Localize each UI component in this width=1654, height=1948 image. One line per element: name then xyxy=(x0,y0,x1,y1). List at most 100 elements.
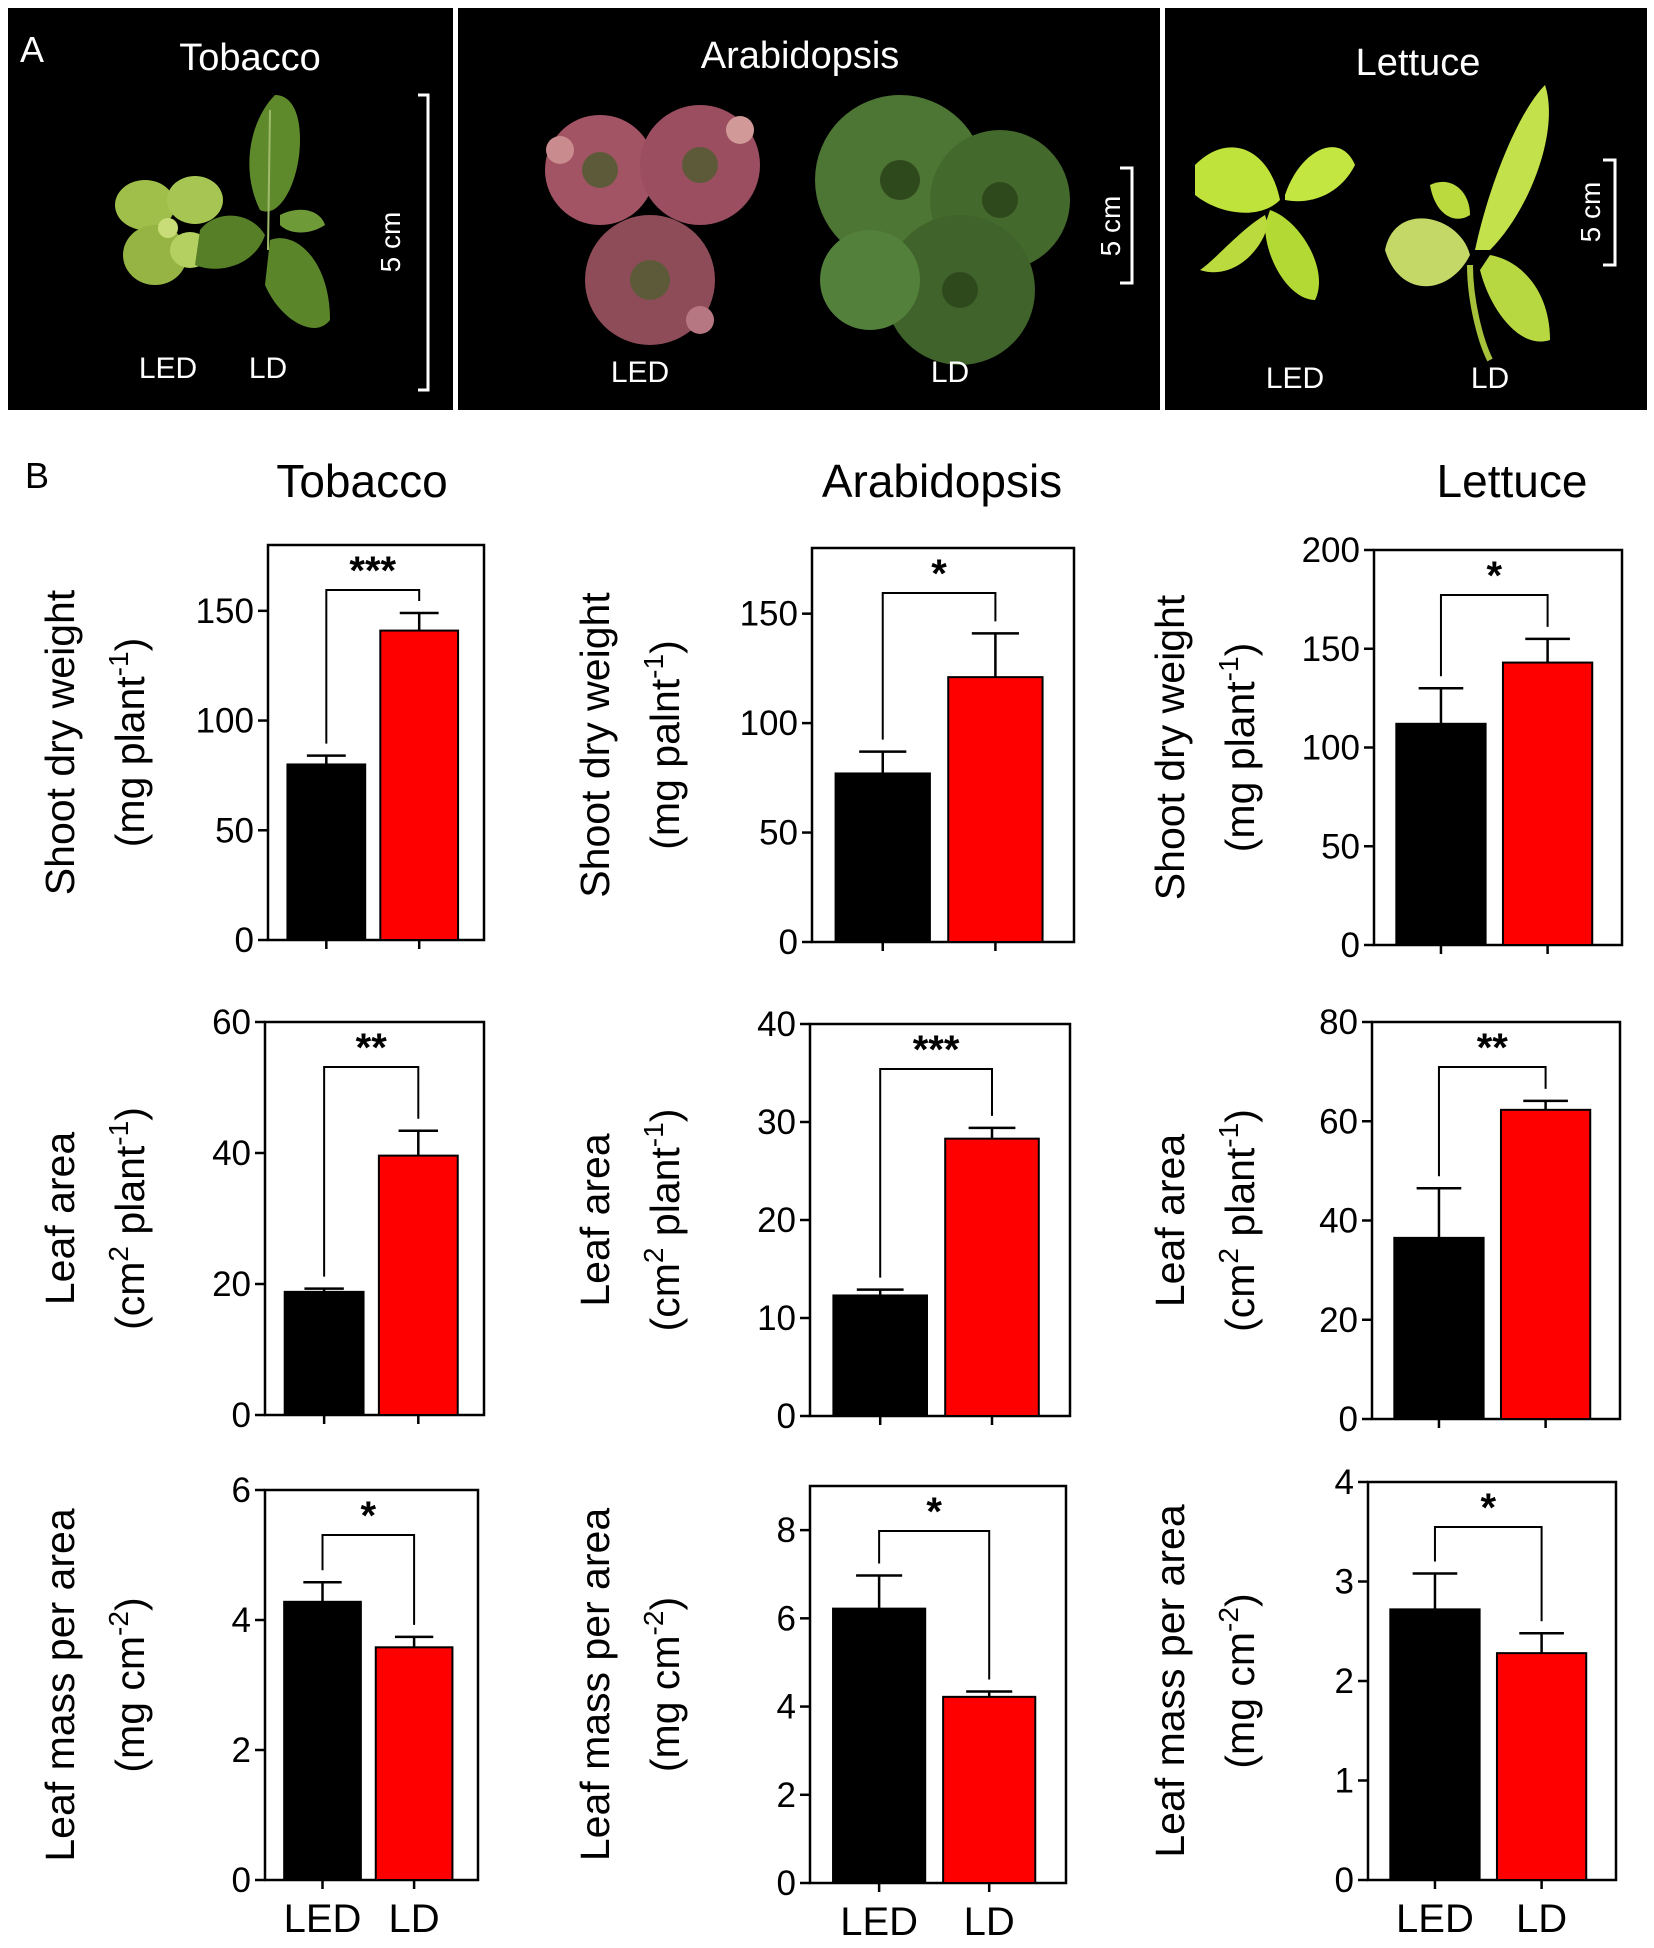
significance-bracket xyxy=(1437,1066,1547,1177)
y-tick-label: 6 xyxy=(777,1599,796,1638)
photo-title: Tobacco xyxy=(179,37,321,79)
x-category-label: LD xyxy=(389,1897,440,1941)
y-tick-label: 20 xyxy=(757,1201,796,1240)
bar-ld xyxy=(944,1137,1040,1418)
y-tick-label: 2 xyxy=(232,1731,251,1770)
x-category-label: LED xyxy=(1396,1897,1474,1941)
y-axis-label-line2: (mg cm-2) xyxy=(638,1597,688,1772)
lettuce-ld-plant xyxy=(1385,85,1550,362)
y-axis-label-line2: (mg plant-1) xyxy=(103,638,153,847)
column-title-tobacco: Tobacco xyxy=(276,455,447,507)
chart-arabidopsis-shoot-dry-weight: 0 50 100 150 * Shoot dry weight (mg palnt-1) xyxy=(572,546,1076,962)
photo-label-led: LED xyxy=(139,352,197,385)
significance-bracket xyxy=(1433,1526,1543,1622)
photo-label-led: LED xyxy=(611,356,669,389)
significance-bracket xyxy=(323,1066,420,1277)
y-axis-label-line2: (mg plant-1) xyxy=(1213,643,1263,852)
bar-ld xyxy=(942,1695,1037,1884)
plot-frame xyxy=(808,1484,1068,1885)
y-tick-label: 0 xyxy=(1339,1400,1358,1439)
y-tick-label: 40 xyxy=(212,1134,251,1173)
bar-ld xyxy=(379,629,460,941)
significance-marker: * xyxy=(1480,1486,1496,1530)
photo-title: Arabidopsis xyxy=(701,35,900,77)
x-category-label: LED xyxy=(840,1900,918,1944)
chart-lettuce-leaf-mass-per-area: 0 1 2 3 4 LED LD * Leaf mass per area (mg cm-2) xyxy=(1147,1463,1618,1941)
y-tick-label: 0 xyxy=(232,1396,251,1435)
scale-bar xyxy=(418,93,430,392)
y-tick-label: 8 xyxy=(777,1511,796,1550)
y-axis-label-line2: (cm2 plant-1) xyxy=(1213,1109,1263,1332)
y-tick-label: 80 xyxy=(1319,1003,1358,1042)
scale-label: 5 cm xyxy=(1095,196,1126,257)
y-axis-label-line2: (cm2 plant-1) xyxy=(638,1109,688,1332)
y-tick-label: 0 xyxy=(1335,1861,1354,1900)
chart-tobacco-leaf-mass-per-area: 0 2 4 6 LED LD * Leaf mass per area (mg cm-2) xyxy=(37,1471,480,1941)
y-tick-label: 40 xyxy=(757,1005,796,1044)
plot-frame xyxy=(263,1488,480,1882)
y-tick-label: 10 xyxy=(757,1299,796,1338)
y-axis-label-line2: (mg cm-2) xyxy=(1213,1593,1263,1768)
significance-bracket xyxy=(321,1534,416,1625)
significance-marker: * xyxy=(361,1494,377,1538)
y-tick-label: 60 xyxy=(1319,1102,1358,1141)
photo-label-ld: LD xyxy=(931,356,969,389)
y-tick-label: 30 xyxy=(757,1103,796,1142)
y-tick-label: 100 xyxy=(196,702,254,741)
y-axis-label-line1: Leaf mass per area xyxy=(572,1508,618,1861)
y-axis-label-line2: (cm2 plant-1) xyxy=(103,1107,153,1330)
y-tick-label: 3 xyxy=(1335,1563,1354,1602)
photo-label-led: LED xyxy=(1266,362,1324,395)
lettuce-led-plant xyxy=(1195,147,1355,300)
y-tick-label: 2 xyxy=(1335,1662,1354,1701)
y-tick-label: 20 xyxy=(1319,1301,1358,1340)
tobacco-led-plant xyxy=(115,176,223,285)
chart-arabidopsis-leaf-mass-per-area: 0 2 4 6 8 LED LD * Leaf mass per area (mg cm-2) xyxy=(572,1484,1068,1944)
scale-label: 5 cm xyxy=(375,212,406,273)
significance-marker: ** xyxy=(356,1026,388,1070)
y-tick-label: 0 xyxy=(779,923,798,962)
panel-a-letter: A xyxy=(20,29,44,70)
y-tick-label: 4 xyxy=(1335,1463,1354,1502)
x-category-label: LED xyxy=(284,1897,362,1941)
column-title-arabidopsis: Arabidopsis xyxy=(822,455,1062,507)
y-axis-label-line2: (mg palnt-1) xyxy=(638,640,688,849)
bar-led xyxy=(832,1607,927,1885)
y-axis-label-line1: Leaf mass per area xyxy=(1147,1504,1193,1857)
y-axis-label-line1: Shoot dry weight xyxy=(1147,594,1193,900)
bar-led xyxy=(1393,1236,1485,1421)
bar-led xyxy=(283,1290,365,1416)
bar-ld xyxy=(374,1646,454,1882)
y-tick-label: 0 xyxy=(235,921,254,960)
arabidopsis-led-plants xyxy=(545,105,760,345)
panel-a: A Tobacco LED LD 5 cm xyxy=(8,8,1647,410)
y-tick-label: 200 xyxy=(1302,531,1360,570)
y-tick-label: 0 xyxy=(777,1864,796,1903)
y-axis-label-line1: Leaf mass per area xyxy=(37,1508,83,1861)
bar-ld xyxy=(1501,661,1594,946)
plot-frame xyxy=(266,543,486,942)
chart-lettuce-shoot-dry-weight: 0 50 100 150 200 * Shoot dry weight (mg plant-1… xyxy=(1147,531,1624,965)
photo-lettuce: Lettuce LED LD 5 cm xyxy=(1165,8,1647,410)
y-tick-label: 1 xyxy=(1335,1762,1354,1801)
scale-label: 5 cm xyxy=(1575,182,1606,243)
y-tick-label: 150 xyxy=(196,592,254,631)
panel-b-letter: B xyxy=(25,455,49,496)
y-axis-label-line1: Leaf area xyxy=(37,1132,83,1305)
photo-arabidopsis: Arabidopsis LED xyxy=(458,8,1160,410)
y-tick-label: 4 xyxy=(777,1688,796,1727)
y-tick-label: 0 xyxy=(232,1861,251,1900)
significance-bracket xyxy=(878,1530,991,1680)
significance-bracket xyxy=(881,592,997,740)
y-tick-label: 100 xyxy=(1302,729,1360,768)
arabidopsis-ld-plants xyxy=(815,95,1070,365)
photo-tobacco: A Tobacco LED LD 5 cm xyxy=(8,8,453,410)
scale-bar xyxy=(1603,158,1617,267)
y-tick-label: 4 xyxy=(232,1601,251,1640)
significance-bracket xyxy=(879,1068,993,1278)
photo-label-ld: LD xyxy=(1471,362,1509,395)
significance-bracket xyxy=(325,589,421,744)
significance-marker: *** xyxy=(913,1028,960,1072)
